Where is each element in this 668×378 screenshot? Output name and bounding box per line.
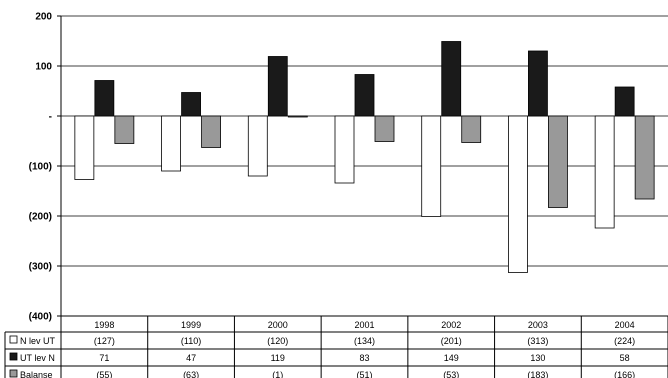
y-tick-labels: 200 100 - (100) (200) (300) (400) [29,12,53,323]
data-label: (134) [354,336,375,346]
bar-balanse-2003 [548,115,568,208]
x-tick-label: 2001 [354,320,374,330]
data-label: (224) [614,336,635,346]
x-tick-label: 1998 [94,320,114,330]
bar-ut-lev-n-1998 [94,80,115,117]
bar-balanse-2004 [634,115,655,200]
data-label: 83 [359,353,369,363]
x-tick-label: 2002 [441,320,461,330]
legend-label: UT lev N [20,353,55,363]
bar-balanse-1998 [114,115,135,144]
data-table: 1998 1999 2000 2001 2002 2003 2004 N lev UT (127… [4,315,668,378]
y-tick-label: 100 [35,62,52,73]
data-label: (166) [614,370,635,378]
data-label: (1) [272,370,283,378]
bar-n-lev-ut-2000 [247,115,268,177]
x-tick-label: 1999 [181,320,201,330]
x-tick-label: 2004 [615,320,635,330]
data-label: (53) [443,370,459,378]
data-label: 119 [271,353,285,363]
data-label: (183) [527,370,548,378]
y-tick-label: (100) [29,162,52,173]
bar-ut-lev-n-2001 [354,74,375,117]
bar-ut-lev-n-2002 [441,41,462,117]
data-label: (120) [267,336,288,346]
bar-n-lev-ut-2004 [594,115,615,229]
data-label: (55) [96,370,112,378]
bar-n-lev-ut-1998 [74,115,95,180]
bars [74,41,655,273]
y-tick-label: 200 [35,12,52,23]
data-label: (201) [441,336,462,346]
x-tick-label: 2000 [268,320,288,330]
legend-swatch-n-lev-ut [9,335,18,344]
bar-n-lev-ut-1999 [161,115,181,172]
legend-swatch-ut-lev-n [9,352,18,361]
bar-ut-lev-n-2000 [267,56,288,117]
legend-label: N lev UT [20,336,56,346]
bar-ut-lev-n-1999 [181,92,201,117]
bar-balanse-2001 [374,115,395,142]
data-label: 47 [186,353,196,363]
bar-ut-lev-n-2003 [528,50,548,117]
bar-balanse-2000 [287,115,308,118]
bar-balanse-2002 [461,115,482,143]
legend-swatch-balanse [9,369,18,378]
data-label: (313) [527,336,548,346]
data-label: (51) [356,370,372,378]
gridlines [61,15,668,267]
y-tick-label: (200) [29,212,52,223]
y-tick-label: (300) [29,262,52,273]
bar-ut-lev-n-2004 [614,86,635,117]
x-tick-label: 2003 [528,320,548,330]
bar-balanse-1999 [201,115,221,148]
legend-label: Balanse [20,370,53,378]
data-label: 58 [620,353,630,363]
data-label: 71 [99,353,109,363]
axes [57,15,62,317]
bar-n-lev-ut-2003 [508,115,528,273]
data-label: (63) [183,370,199,378]
y-tick-label: - [49,112,52,123]
bar-n-lev-ut-2001 [334,115,355,184]
data-label: 130 [530,353,545,363]
data-label: (127) [94,336,115,346]
data-label: (110) [181,336,201,346]
y-tick-label: (400) [29,312,52,323]
bar-n-lev-ut-2002 [421,115,442,217]
data-label: 149 [444,353,459,363]
